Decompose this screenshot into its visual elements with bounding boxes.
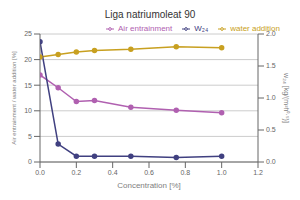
svg-text:0.8: 0.8 bbox=[180, 169, 190, 176]
svg-text:1.0: 1.0 bbox=[266, 94, 276, 101]
svg-text:0.0: 0.0 bbox=[35, 169, 45, 176]
svg-text:Concentration [%]: Concentration [%] bbox=[117, 181, 181, 190]
svg-text:w₂₄ [kg/(m²h⁰·⁵)]: w₂₄ [kg/(m²h⁰·⁵)] bbox=[282, 72, 290, 123]
svg-text:20: 20 bbox=[24, 56, 32, 63]
svg-text:2.0: 2.0 bbox=[266, 30, 276, 37]
svg-text:0.6: 0.6 bbox=[144, 169, 154, 176]
svg-text:15: 15 bbox=[24, 82, 32, 89]
svg-text:0.5: 0.5 bbox=[266, 126, 276, 133]
svg-text:1.2: 1.2 bbox=[253, 169, 263, 176]
svg-text:1.5: 1.5 bbox=[266, 62, 276, 69]
svg-text:25: 25 bbox=[24, 30, 32, 37]
svg-text:0.0: 0.0 bbox=[266, 158, 276, 165]
svg-text:5: 5 bbox=[28, 133, 32, 140]
svg-text:0.2: 0.2 bbox=[71, 169, 81, 176]
svg-text:0.4: 0.4 bbox=[108, 169, 118, 176]
svg-text:1.0: 1.0 bbox=[217, 169, 227, 176]
svg-text:10: 10 bbox=[24, 107, 32, 114]
svg-text:0: 0 bbox=[28, 158, 32, 165]
svg-text:Air entrainment / water additi: Air entrainment / water addition [%] bbox=[11, 51, 17, 145]
